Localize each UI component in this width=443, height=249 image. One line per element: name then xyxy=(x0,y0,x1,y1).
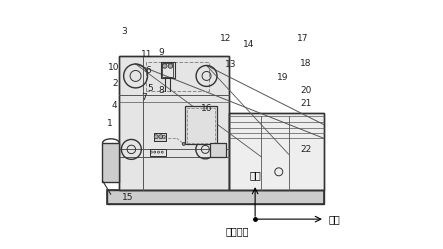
Circle shape xyxy=(182,142,185,145)
Text: 20: 20 xyxy=(300,86,312,95)
Text: 2: 2 xyxy=(112,79,118,88)
Bar xyxy=(120,56,229,190)
Text: 15: 15 xyxy=(122,193,133,202)
Circle shape xyxy=(168,64,173,68)
Text: 7: 7 xyxy=(141,93,147,102)
Text: 8: 8 xyxy=(158,86,164,95)
Circle shape xyxy=(163,64,167,68)
Text: 14: 14 xyxy=(243,40,254,49)
Text: 纵向: 纵向 xyxy=(329,214,340,224)
Circle shape xyxy=(154,135,158,139)
Bar xyxy=(120,56,229,190)
Bar xyxy=(229,113,323,190)
Text: 11: 11 xyxy=(140,50,152,59)
Bar xyxy=(150,149,166,156)
Circle shape xyxy=(159,135,163,139)
Text: 10: 10 xyxy=(108,63,120,72)
Text: 4: 4 xyxy=(111,101,117,110)
Bar xyxy=(187,108,215,143)
Text: 16: 16 xyxy=(201,104,212,113)
Bar xyxy=(107,190,323,204)
Text: 19: 19 xyxy=(277,73,288,82)
Text: 18: 18 xyxy=(300,59,312,68)
Text: 22: 22 xyxy=(300,145,312,154)
Text: 13: 13 xyxy=(225,60,236,69)
Text: 3: 3 xyxy=(121,27,127,36)
Bar xyxy=(210,143,226,157)
Bar xyxy=(154,133,166,141)
Text: 1: 1 xyxy=(107,119,113,128)
Text: 9: 9 xyxy=(159,48,165,57)
Bar xyxy=(146,62,209,91)
Text: 12: 12 xyxy=(220,34,231,43)
Bar xyxy=(210,143,226,157)
Bar xyxy=(102,143,120,182)
Bar xyxy=(163,63,174,77)
Text: （横向）: （横向） xyxy=(226,227,249,237)
Text: 5: 5 xyxy=(148,84,153,93)
Text: 垂向: 垂向 xyxy=(249,171,261,181)
Text: 17: 17 xyxy=(297,34,308,43)
Bar xyxy=(161,62,175,78)
Bar xyxy=(154,133,166,141)
Bar xyxy=(185,106,217,144)
Text: 21: 21 xyxy=(300,99,312,108)
Text: 6: 6 xyxy=(145,66,151,75)
Bar xyxy=(107,190,323,204)
Bar xyxy=(229,113,323,190)
